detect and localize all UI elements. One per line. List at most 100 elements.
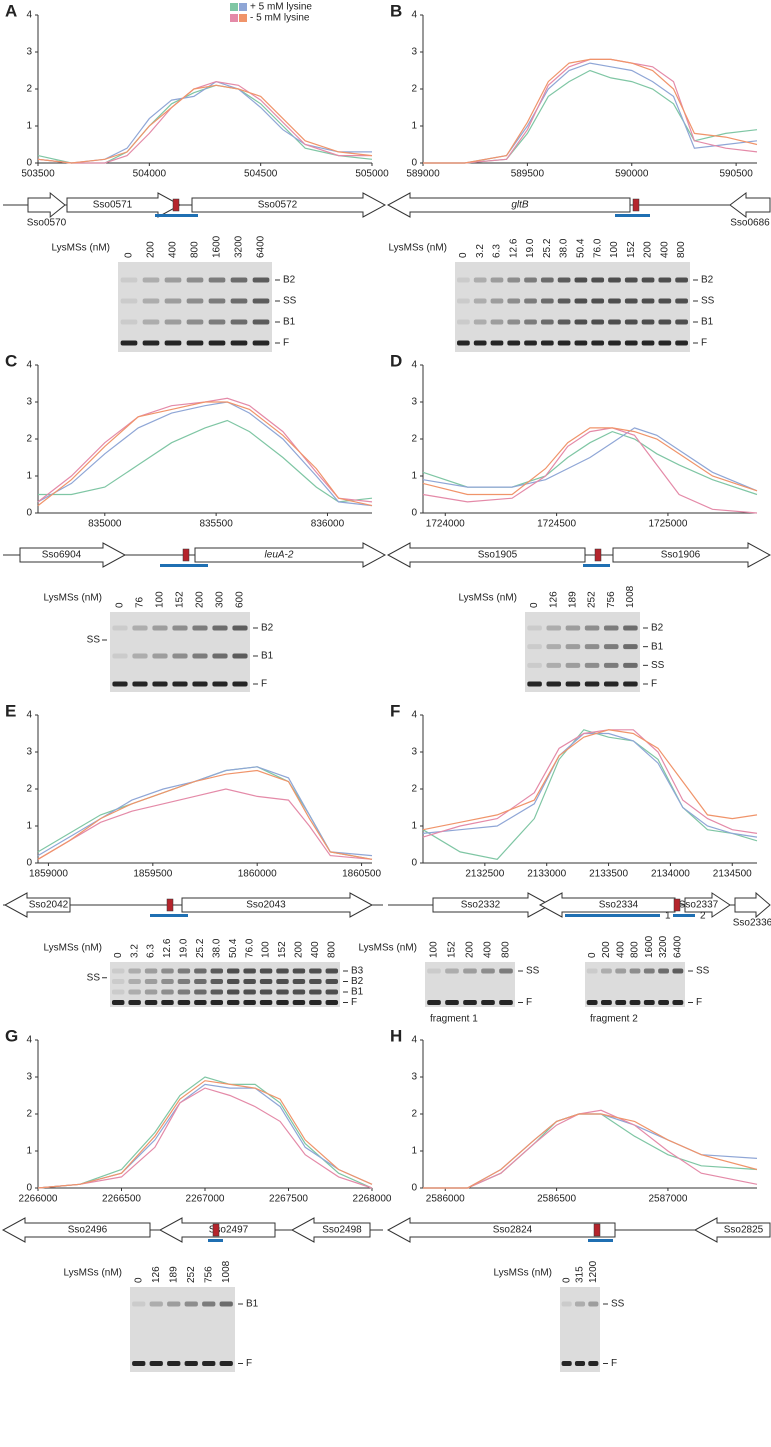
gel-band (186, 298, 204, 304)
gel-band (507, 277, 521, 283)
gene-label: Sso0686 (730, 218, 770, 229)
panel: G 0 1 2 3 4 2266000 2266500 2267000 2267500 226800… (1, 1026, 392, 1372)
gel-band (325, 979, 339, 984)
gel-band (325, 968, 339, 974)
fragment-label: 2 (700, 911, 706, 922)
y-tick-label: 2 (411, 84, 417, 95)
binding-site (182, 548, 190, 562)
y-tick-label: 4 (26, 360, 32, 371)
x-tick-label: 2266000 (19, 1194, 58, 1205)
lane-label: 152 (175, 591, 186, 608)
legend-swatch (239, 3, 247, 11)
gene-arrow (19, 542, 127, 568)
gel-band (623, 625, 638, 631)
series-line (37, 401, 373, 507)
panel-letter: G (5, 1026, 18, 1045)
y-tick-label: 0 (411, 508, 417, 519)
gel-band (624, 340, 638, 346)
band-label: SS (283, 296, 297, 307)
gel-band (445, 968, 459, 974)
series-line (423, 1113, 758, 1189)
lanes-title: LysMSs (nM) (458, 593, 517, 604)
binding-site (166, 898, 174, 912)
band-label: F (261, 679, 267, 690)
gel (455, 262, 690, 352)
band-label: SS (696, 966, 710, 977)
lane-label: 189 (568, 591, 579, 608)
gene-label: Sso2498 (322, 1225, 362, 1236)
gel-band (557, 277, 571, 283)
gel-band (623, 662, 638, 668)
gel-band (490, 340, 504, 346)
panel: E 0 1 2 3 4 1859000 1859500 1860000 1860500 Sso204… (3, 701, 383, 1008)
gel-band (591, 340, 605, 346)
lane-label: 50.4 (576, 238, 587, 258)
gene-arrow (729, 192, 771, 218)
band-label: B2 (261, 623, 274, 634)
gel-band (149, 1361, 163, 1366)
y-tick-label: 4 (411, 710, 417, 721)
gel-band (672, 1000, 684, 1005)
x-tick-label: 2133500 (589, 869, 628, 880)
gel-band (177, 989, 191, 995)
band-label: B1 (701, 317, 714, 328)
band-label: B1 (283, 317, 296, 328)
gel-band (527, 644, 542, 650)
lane-label: 252 (186, 1266, 197, 1283)
gene-arrow (386, 1217, 616, 1243)
y-tick-label: 4 (411, 1035, 417, 1046)
gel-band (202, 1361, 216, 1366)
gel-band (574, 1361, 586, 1366)
probe-fragment (615, 214, 650, 217)
gel-band (112, 681, 128, 687)
gel-band (192, 681, 208, 687)
gene-arrow (1, 1217, 151, 1243)
band-label: SS (651, 660, 665, 671)
x-tick-label: 1859500 (133, 869, 172, 880)
gel-band (507, 340, 521, 346)
lane-label: 800 (676, 241, 687, 258)
gel-band (527, 681, 542, 687)
gel-band (643, 1000, 655, 1005)
lane-label: 1600 (644, 935, 655, 958)
panel-letter: C (5, 351, 17, 370)
gel-band (276, 989, 289, 995)
gel-band (292, 979, 306, 984)
gel-band (164, 340, 182, 346)
gel-band (194, 979, 207, 984)
gel-band (219, 1361, 233, 1366)
lane-label: 800 (326, 941, 337, 958)
gel-band (230, 277, 248, 283)
series-line (37, 788, 373, 860)
lane-label: 200 (601, 941, 612, 958)
band-label: F (351, 997, 357, 1008)
gel-band (588, 1361, 599, 1366)
gene-label: Sso2825 (724, 1225, 764, 1236)
gel-band (177, 968, 191, 974)
series-line (422, 732, 758, 838)
gel-band (164, 319, 182, 325)
gel-band (208, 319, 226, 325)
gel-band (584, 644, 600, 650)
series-line (422, 427, 758, 492)
x-tick-label: 590000 (615, 169, 649, 180)
lane-label: 100 (429, 941, 440, 958)
gel-band (309, 1000, 322, 1005)
gel-band (149, 1301, 163, 1307)
lane-label: 200 (146, 241, 157, 258)
lane-label: 76 (135, 596, 146, 608)
y-tick-label: 0 (411, 158, 417, 169)
y-tick-label: 3 (26, 747, 32, 758)
x-tick-label: 1860500 (342, 869, 381, 880)
band-label: B1 (246, 1299, 259, 1310)
y-tick-label: 2 (411, 1109, 417, 1120)
gel-band (624, 298, 638, 304)
series-line (422, 427, 758, 514)
gene-arrow (693, 1217, 771, 1243)
gel-band (499, 1000, 513, 1005)
x-tick-label: 2134500 (713, 869, 752, 880)
gel-band (252, 277, 270, 283)
gel-band (132, 1301, 146, 1307)
x-tick-label: 2587000 (648, 1194, 687, 1205)
y-tick-label: 4 (26, 710, 32, 721)
